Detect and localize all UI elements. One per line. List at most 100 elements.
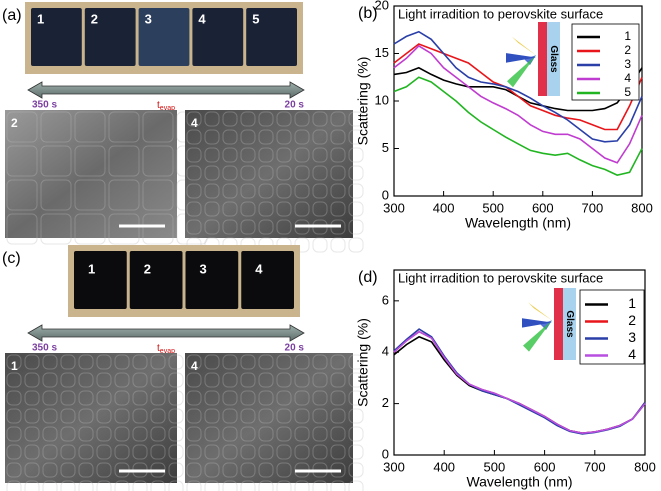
grain	[204, 219, 220, 235]
grain	[258, 201, 274, 217]
panel-label: (a)	[2, 7, 22, 24]
grain	[186, 426, 202, 442]
grain	[24, 408, 40, 424]
grain	[312, 408, 328, 424]
grain	[312, 147, 328, 163]
grain	[258, 147, 274, 163]
grain	[60, 444, 76, 460]
grain	[348, 111, 364, 127]
grain	[258, 129, 274, 145]
grain	[6, 372, 22, 388]
grain	[240, 201, 256, 217]
legend-label: 4	[628, 346, 636, 362]
time-start: 350 s	[32, 100, 57, 111]
x-tick-label: 700	[584, 459, 606, 474]
grain	[24, 354, 40, 370]
grain	[204, 408, 220, 424]
grain	[74, 111, 106, 143]
time-end: 20 s	[285, 343, 305, 354]
time-sub: evap	[160, 105, 175, 112]
grain	[6, 444, 22, 460]
grain	[78, 408, 94, 424]
grain	[96, 408, 112, 424]
x-tick-label: 500	[484, 459, 506, 474]
grain	[276, 201, 292, 217]
grain	[276, 165, 292, 181]
grain	[312, 480, 328, 491]
grain	[348, 426, 364, 442]
grain	[330, 129, 346, 145]
grain	[222, 444, 238, 460]
grain	[258, 390, 274, 406]
grain	[168, 462, 184, 478]
grain	[258, 165, 274, 181]
grain	[222, 165, 238, 181]
grain	[74, 145, 106, 177]
grain	[142, 213, 174, 245]
plot-frame	[393, 269, 646, 456]
grain	[330, 444, 346, 460]
grain	[96, 480, 112, 491]
grain	[60, 426, 76, 442]
grain	[186, 408, 202, 424]
x-tick-label: 800	[631, 200, 653, 215]
grain	[42, 390, 58, 406]
grain	[42, 462, 58, 478]
grain	[222, 408, 238, 424]
grain	[142, 179, 174, 211]
grain	[348, 147, 364, 163]
grain	[348, 129, 364, 145]
grain	[204, 372, 220, 388]
time-arrow	[27, 81, 305, 99]
grain	[294, 390, 310, 406]
x-tick-label: 600	[532, 200, 554, 215]
legend-label: 4	[624, 71, 631, 85]
grain	[204, 390, 220, 406]
grain	[6, 179, 38, 211]
sample-number: 4	[198, 11, 206, 26]
x-tick-label: 800	[634, 459, 656, 474]
grain	[96, 390, 112, 406]
grain	[150, 444, 166, 460]
grain	[312, 390, 328, 406]
grain	[142, 111, 174, 143]
grain	[78, 480, 94, 491]
grain	[74, 213, 106, 245]
grain	[258, 426, 274, 442]
light-ray	[528, 302, 552, 321]
grain	[78, 444, 94, 460]
grain	[78, 462, 94, 478]
grain	[60, 390, 76, 406]
grain	[222, 426, 238, 442]
grain	[258, 444, 274, 460]
grain	[186, 462, 202, 478]
grain	[204, 354, 220, 370]
grain	[240, 480, 256, 491]
grain	[6, 390, 22, 406]
grain	[222, 372, 238, 388]
glass-layer	[563, 288, 576, 360]
grain	[330, 201, 346, 217]
grain	[186, 390, 202, 406]
y-tick-label: 2	[382, 395, 389, 410]
panel-label: (c)	[2, 250, 21, 267]
grain	[150, 426, 166, 442]
grain	[96, 354, 112, 370]
grain	[294, 201, 310, 217]
grain	[204, 462, 220, 478]
time-main: t	[157, 100, 160, 111]
y-axis-label: Scattering (%)	[355, 318, 371, 407]
grain	[312, 129, 328, 145]
grain	[204, 165, 220, 181]
grain	[168, 372, 184, 388]
glass-layer	[547, 22, 560, 96]
sample-number: 1	[88, 261, 95, 276]
x-tick-label: 300	[383, 200, 405, 215]
grain	[186, 129, 202, 145]
grain	[258, 183, 274, 199]
sample-film	[129, 251, 183, 309]
grain	[186, 111, 202, 127]
x-axis-label: Wavelength (nm)	[465, 215, 571, 231]
grain	[186, 201, 202, 217]
